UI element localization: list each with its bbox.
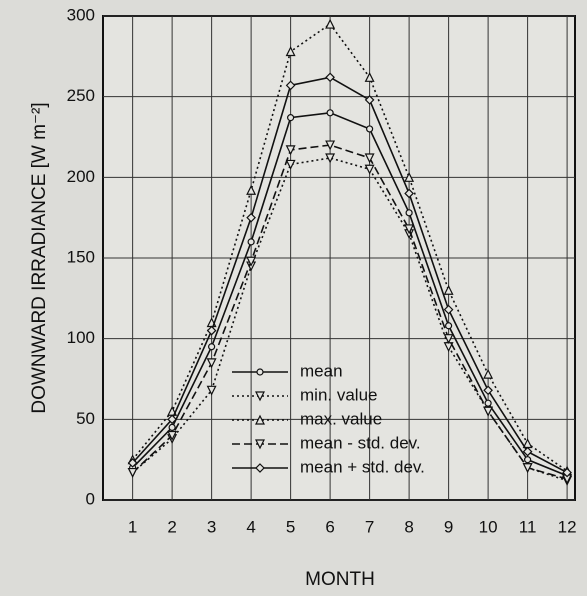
x-tick-label: 12 xyxy=(558,517,577,536)
point xyxy=(208,343,216,351)
point xyxy=(246,256,257,267)
point xyxy=(246,212,256,223)
y-tick-label: 250 xyxy=(67,86,95,105)
point xyxy=(167,414,177,425)
series-line xyxy=(132,111,568,477)
y-tick-label: 200 xyxy=(67,167,95,186)
x-tick-label: 10 xyxy=(479,517,498,536)
point xyxy=(484,399,492,407)
point xyxy=(206,358,217,369)
point xyxy=(483,406,494,417)
point xyxy=(483,368,494,379)
point xyxy=(443,304,454,315)
point xyxy=(524,456,532,464)
x-tick-label: 2 xyxy=(167,517,176,536)
point xyxy=(285,80,296,91)
legend-label: mean + std. dev. xyxy=(300,457,425,476)
series-line xyxy=(132,76,568,474)
point xyxy=(404,188,414,199)
point xyxy=(287,114,295,122)
series-line xyxy=(132,144,568,480)
x-axis-label: MONTH xyxy=(305,569,375,590)
point xyxy=(206,325,217,336)
x-tick-label: 7 xyxy=(365,517,374,536)
legend-marker xyxy=(255,391,265,402)
point xyxy=(285,159,296,170)
point xyxy=(443,334,454,345)
point xyxy=(404,171,415,182)
legend-label: min. value xyxy=(300,385,377,404)
x-tick-label: 8 xyxy=(404,517,413,536)
point xyxy=(127,467,138,478)
legend-label: mean - std. dev. xyxy=(300,433,421,452)
x-tick-label: 3 xyxy=(207,517,216,536)
y-tick-label: 150 xyxy=(67,247,95,266)
legend-label: max. value xyxy=(300,409,382,428)
legend-marker xyxy=(255,414,265,425)
point xyxy=(206,385,217,396)
x-tick-label: 6 xyxy=(325,517,334,536)
x-tick-label: 9 xyxy=(444,517,453,536)
point xyxy=(246,184,257,195)
legend-marker xyxy=(255,463,265,473)
point xyxy=(285,46,296,57)
point xyxy=(285,145,296,156)
point xyxy=(168,423,176,431)
point xyxy=(445,322,453,330)
legend-marker xyxy=(255,439,265,450)
x-tick-label: 4 xyxy=(246,517,255,536)
point xyxy=(364,95,375,105)
point xyxy=(562,467,572,478)
point xyxy=(443,284,454,295)
x-tick-label: 1 xyxy=(128,517,137,536)
point xyxy=(325,72,335,83)
point xyxy=(364,153,375,164)
point xyxy=(404,224,415,235)
y-tick-label: 100 xyxy=(67,328,95,347)
point xyxy=(325,153,336,164)
x-tick-label: 5 xyxy=(286,517,295,536)
point xyxy=(483,385,493,396)
point xyxy=(247,238,255,246)
point xyxy=(522,463,533,474)
y-tick-label: 300 xyxy=(67,5,95,24)
point xyxy=(522,446,533,457)
legend-marker xyxy=(256,368,264,376)
point xyxy=(364,164,375,175)
point xyxy=(167,430,178,441)
point xyxy=(366,125,374,133)
point xyxy=(326,109,334,117)
point xyxy=(364,71,375,82)
point xyxy=(325,18,336,29)
point xyxy=(405,209,413,217)
legend-label: mean xyxy=(300,361,343,380)
x-tick-label: 11 xyxy=(519,517,537,536)
y-tick-label: 50 xyxy=(76,409,95,428)
y-tick-label: 0 xyxy=(86,489,95,508)
point xyxy=(325,140,336,151)
y-axis-label: DOWNWARD IRRADIANCE [W m⁻²] xyxy=(29,102,50,413)
point xyxy=(127,458,138,468)
